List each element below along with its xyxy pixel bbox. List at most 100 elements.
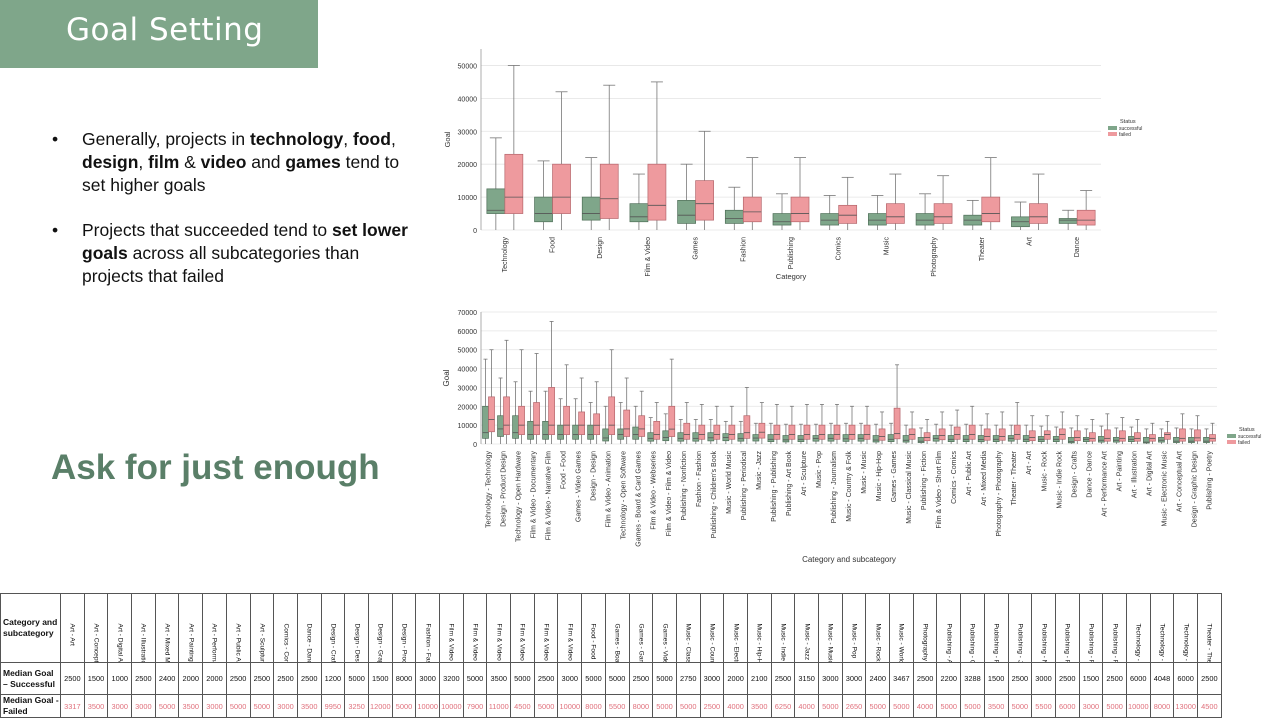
box-failed xyxy=(863,424,871,440)
table-column-header: Music - Music xyxy=(818,593,843,663)
table-column-header-text: Technology - Open Hardware xyxy=(1135,623,1142,662)
box-failed xyxy=(933,203,953,224)
x-tick-label: Publishing - Fiction xyxy=(921,451,928,510)
table-column-header: Music - World Music xyxy=(889,593,914,663)
table-cell-successful: 1500 xyxy=(1078,662,1104,695)
box-successful xyxy=(486,188,506,214)
table-cell-failed: 5000 xyxy=(154,694,180,718)
table-cell-successful: 2500 xyxy=(296,662,322,695)
box-successful xyxy=(887,434,895,442)
box-successful xyxy=(1188,437,1195,443)
box-failed xyxy=(695,180,714,221)
table-column-header: Publishing - Fiction xyxy=(983,593,1009,663)
table-column-header: Film & Video - Documentary xyxy=(462,593,488,663)
bullet-bold-text: film xyxy=(148,152,180,172)
bullet-text: Projects that succeeded tend to set lowe… xyxy=(82,220,408,286)
table-column-header: Film & Video - Short Film xyxy=(533,593,559,663)
x-tick-label: Music - Jazz xyxy=(756,451,763,490)
box-failed xyxy=(1073,430,1081,442)
x-tick-label: Music - Rock xyxy=(1041,451,1048,492)
table-column-header-text: Art - Painting xyxy=(187,623,195,662)
bullet-item: • Generally, projects in technology, food… xyxy=(52,128,412,197)
x-tick-label: Dance - Dance xyxy=(1086,451,1093,498)
box-failed xyxy=(1013,424,1021,440)
table-cell-successful: 1000 xyxy=(107,662,133,695)
table-column-header-text: Games - Games xyxy=(637,623,645,663)
y-tick-label: 60000 xyxy=(458,329,478,336)
box-successful xyxy=(820,213,840,226)
bullet-dot: • xyxy=(52,129,59,149)
box-failed xyxy=(878,428,886,441)
box-failed xyxy=(790,196,810,223)
x-tick-label: Technology - Open Hardware xyxy=(516,451,523,542)
legend-title: Status xyxy=(1239,427,1255,433)
table-column-header: Art - Sculpture xyxy=(249,593,275,663)
table-cell-successful: 3467 xyxy=(889,662,914,695)
table-cell-successful: 3000 xyxy=(699,662,725,695)
table-column-header: Comics - Comics xyxy=(273,593,298,663)
table-column-header-text: Publishing - Art Book xyxy=(945,623,953,663)
table-column-header-text: Music - Hip-Hop xyxy=(755,623,763,663)
x-tick-label: Publishing - Children's Book xyxy=(711,451,718,539)
table-cell-successful: 5000 xyxy=(510,662,535,695)
table-column-header: Art - Digital Art xyxy=(107,593,133,663)
table-cell-failed: 2650 xyxy=(841,694,867,718)
table-column-header: Design - Crafts xyxy=(320,593,346,663)
x-tick-label: Comics - Comics xyxy=(951,451,958,504)
table-row-label-successful: Median Goal – Successful xyxy=(0,662,61,695)
x-tick-label: Theater - Theater xyxy=(1011,450,1018,505)
box-failed xyxy=(953,426,961,440)
x-tick-label: Games - Video Games xyxy=(576,451,583,523)
box-successful xyxy=(992,435,1000,442)
box-failed xyxy=(788,424,796,440)
box-failed xyxy=(552,163,571,214)
box-failed xyxy=(886,203,905,224)
legend-label-failed: failed xyxy=(1238,440,1250,446)
table-column-header: Publishing - Children's Book xyxy=(960,593,985,663)
box-successful xyxy=(772,213,792,226)
box-successful xyxy=(827,434,835,442)
box-failed xyxy=(533,402,540,435)
bullet-plain-text: , xyxy=(343,129,354,149)
x-tick-label: Music - Electronic Music xyxy=(1161,451,1168,527)
table-column-header: Design - Design xyxy=(344,593,369,663)
table-cell-successful: 1500 xyxy=(983,662,1009,695)
table-cell-failed: 5500 xyxy=(1031,694,1056,718)
box-failed xyxy=(848,424,856,440)
table-cell-failed: 8000 xyxy=(1149,694,1175,718)
table-column-header-text: Music - Country & Folk xyxy=(708,623,716,663)
table-cell-failed: 5000 xyxy=(818,694,843,718)
legend-label-successful: successful xyxy=(1119,126,1142,132)
box-successful xyxy=(617,428,625,440)
table-cell-failed: 12000 xyxy=(367,694,393,718)
table-cell-failed: 10000 xyxy=(415,694,440,718)
box-failed xyxy=(1149,434,1156,442)
table-cell-failed: 3500 xyxy=(983,694,1009,718)
x-tick-label: Art - Performance Art xyxy=(1101,451,1108,517)
table-column-header-text: Publishing - Fiction xyxy=(992,623,1000,663)
x-tick-label: Music - World Music xyxy=(726,451,733,514)
table-column-header: Film & Video - Webseries xyxy=(557,593,583,663)
x-tick-label: Music - Country & Folk xyxy=(846,451,853,522)
table-column-header: Publishing - Journalism xyxy=(1007,593,1033,663)
box-successful xyxy=(767,434,775,442)
table-column-header-text: Film & Video - Narrative Film xyxy=(519,623,526,662)
bullet-plain-text: , xyxy=(138,152,149,172)
table-cell-successful: 3000 xyxy=(415,662,440,695)
table-cell-failed: 3500 xyxy=(178,694,204,718)
table-column-header-text: Technology - Open Software xyxy=(1158,623,1165,662)
table-column-header-text: Film & Video - Animation xyxy=(447,623,455,663)
box-successful xyxy=(482,405,489,439)
table-cell-failed: 7900 xyxy=(462,694,488,718)
box-successful xyxy=(557,424,564,440)
x-tick-label: Film & Video - Documentary xyxy=(531,451,538,539)
table-column-header-text: Music - Indie Rock xyxy=(779,623,787,663)
table-cell-failed: 10000 xyxy=(439,694,464,718)
box-successful xyxy=(647,432,655,442)
table-column-header: Design - Product Design xyxy=(391,593,417,663)
table-column-header-text: Theater - Theater xyxy=(1205,623,1213,663)
box-successful xyxy=(947,435,955,442)
box-successful xyxy=(915,213,935,226)
legend-label-successful: successful xyxy=(1238,434,1261,440)
bullet-bold-text: video xyxy=(200,152,247,172)
